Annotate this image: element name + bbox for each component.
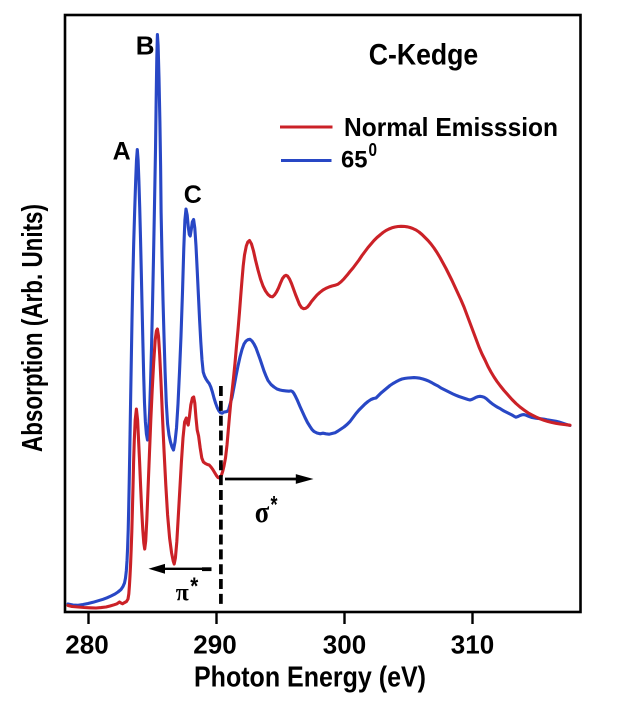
svg-text:300: 300 bbox=[323, 630, 366, 660]
svg-text:Normal Emisssion: Normal Emisssion bbox=[344, 112, 558, 142]
svg-text:C-Kedge: C-Kedge bbox=[369, 38, 479, 71]
svg-text:290: 290 bbox=[193, 630, 236, 660]
svg-text:*: * bbox=[190, 573, 199, 600]
svg-text:280: 280 bbox=[65, 630, 108, 660]
svg-text:σ: σ bbox=[255, 494, 270, 529]
svg-text:Absorption (Arb. Units): Absorption (Arb. Units) bbox=[17, 204, 49, 452]
svg-text:0: 0 bbox=[369, 140, 378, 160]
svg-text:C: C bbox=[184, 181, 202, 209]
svg-text:B: B bbox=[136, 31, 155, 61]
svg-text:π: π bbox=[176, 580, 189, 607]
svg-text:310: 310 bbox=[451, 630, 494, 660]
svg-text:65: 65 bbox=[341, 147, 368, 174]
svg-text:A: A bbox=[113, 138, 131, 166]
svg-text:*: * bbox=[271, 492, 278, 519]
svg-text:Photon Energy (eV): Photon Energy (eV) bbox=[194, 662, 426, 694]
